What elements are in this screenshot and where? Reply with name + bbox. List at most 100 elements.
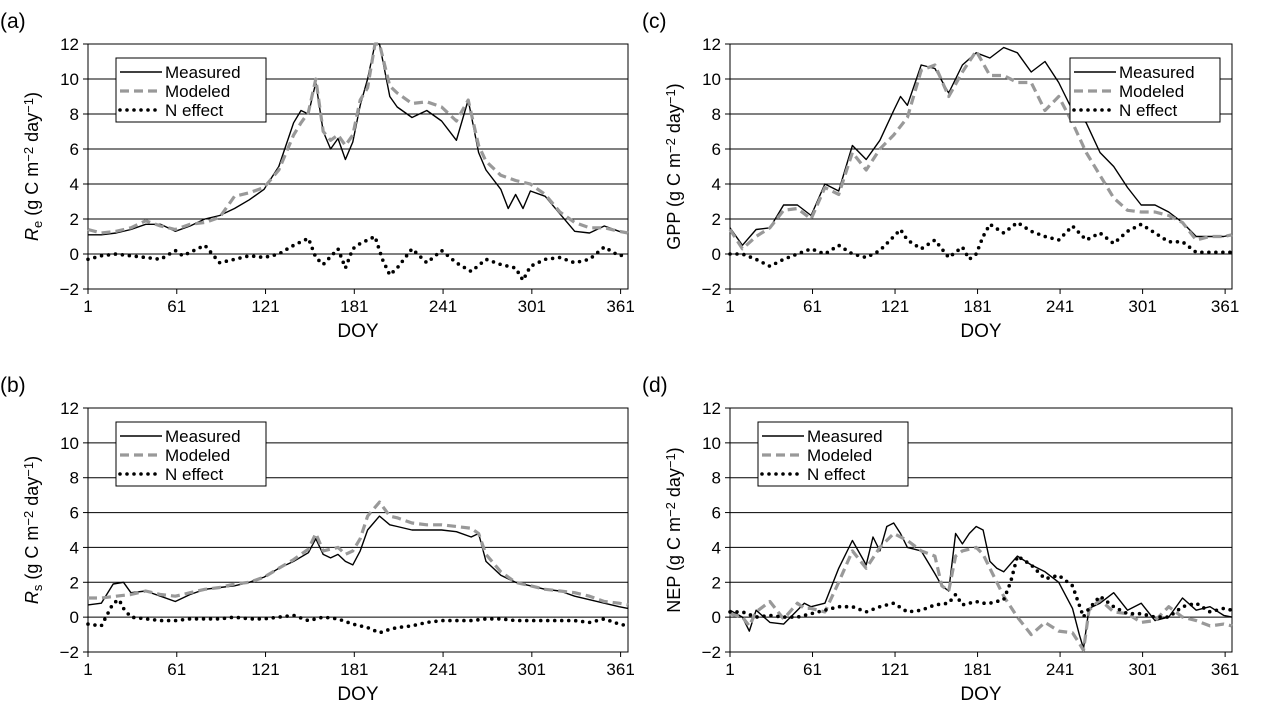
legend-label: Modeled bbox=[1119, 82, 1184, 101]
y-tick-label: 12 bbox=[702, 399, 721, 418]
series-line-n-effect bbox=[86, 234, 630, 283]
x-tick-label: 361 bbox=[1211, 660, 1239, 679]
y-tick-label: 0 bbox=[70, 245, 79, 264]
x-tick-label: 61 bbox=[167, 660, 186, 679]
series-line-n-effect bbox=[728, 220, 1234, 269]
y-axis-title: Re (g C m−2 day−1) bbox=[21, 92, 45, 241]
y-axis-unit: ) bbox=[664, 447, 684, 453]
y-axis-unit: ) bbox=[22, 456, 42, 462]
series-line-measured bbox=[88, 43, 629, 236]
x-axis-title: DOY bbox=[960, 321, 1002, 342]
legend-label: N effect bbox=[807, 465, 866, 484]
plot-frame bbox=[87, 43, 629, 290]
x-tick-label: 241 bbox=[429, 660, 457, 679]
y-tick-label: −2 bbox=[60, 280, 79, 299]
y-axis-unit: (g C m bbox=[22, 526, 42, 585]
y-tick-label: 6 bbox=[70, 504, 79, 523]
x-tick-label: 361 bbox=[1211, 297, 1239, 316]
y-tick-label: 4 bbox=[712, 538, 721, 557]
legend-label: Modeled bbox=[165, 82, 230, 101]
legend-label: Measured bbox=[165, 427, 241, 446]
y-axis-superscript: −1 bbox=[21, 462, 36, 477]
series-line-n-effect bbox=[86, 597, 630, 635]
y-axis-title: NEP (g C m−2 day−1) bbox=[663, 447, 684, 612]
y-axis-title: GPP (g C m−2 day−1) bbox=[663, 83, 684, 249]
y-axis-symbol: NEP bbox=[664, 576, 684, 613]
series-line-n-effect bbox=[728, 554, 1234, 619]
y-axis-subscript: e bbox=[30, 221, 45, 228]
y-tick-label: 12 bbox=[60, 399, 79, 418]
x-tick-label: 1 bbox=[725, 297, 734, 316]
x-axis-title: DOY bbox=[960, 684, 1002, 705]
y-tick-label: 6 bbox=[712, 504, 721, 523]
y-tick-label: 0 bbox=[712, 608, 721, 627]
y-tick-label: −2 bbox=[702, 643, 721, 662]
x-tick-label: 361 bbox=[606, 297, 634, 316]
x-axis-title: DOY bbox=[337, 321, 379, 342]
legend-label: Modeled bbox=[807, 446, 872, 465]
y-axis-superscript: −2 bbox=[21, 511, 36, 526]
y-axis-superscript: −1 bbox=[663, 89, 678, 104]
x-tick-label: 181 bbox=[340, 297, 368, 316]
panel-label: (a) bbox=[0, 10, 26, 33]
plot-frame bbox=[87, 407, 629, 653]
x-tick-label: 181 bbox=[963, 660, 991, 679]
x-tick-label: 1 bbox=[83, 297, 92, 316]
panel-label: (d) bbox=[642, 374, 668, 397]
y-tick-label: 2 bbox=[712, 573, 721, 592]
x-tick-label: 301 bbox=[518, 297, 546, 316]
y-tick-label: 8 bbox=[712, 105, 721, 124]
legend-label: N effect bbox=[165, 101, 224, 120]
y-tick-label: 10 bbox=[702, 434, 721, 453]
y-axis-unit: ) bbox=[22, 92, 42, 98]
x-tick-label: 301 bbox=[1128, 660, 1156, 679]
y-tick-label: 12 bbox=[60, 35, 79, 54]
y-axis-unit: day bbox=[22, 113, 42, 147]
y-tick-label: 6 bbox=[70, 140, 79, 159]
y-axis-title: Rs (g C m−2 day−1) bbox=[21, 456, 45, 604]
y-tick-label: 12 bbox=[702, 35, 721, 54]
panel-label: (b) bbox=[0, 374, 26, 397]
series-line-modeled bbox=[87, 42, 629, 235]
legend-label: Measured bbox=[1119, 63, 1195, 82]
y-axis-superscript: −2 bbox=[663, 502, 678, 517]
y-tick-label: 10 bbox=[702, 70, 721, 89]
y-tick-label: 4 bbox=[70, 175, 79, 194]
x-tick-label: 241 bbox=[1046, 660, 1074, 679]
plot-frame bbox=[729, 43, 1233, 290]
y-axis-symbol: R bbox=[22, 228, 42, 241]
y-tick-label: 10 bbox=[60, 434, 79, 453]
x-tick-label: 61 bbox=[167, 297, 186, 316]
y-axis-unit: (g C m bbox=[22, 162, 42, 221]
y-axis-unit: day bbox=[664, 104, 684, 138]
legend-label: N effect bbox=[1119, 101, 1178, 120]
y-tick-label: 8 bbox=[712, 469, 721, 488]
legend-label: Measured bbox=[165, 63, 241, 82]
y-axis-unit: ) bbox=[664, 83, 684, 89]
y-tick-label: 8 bbox=[70, 105, 79, 124]
y-tick-label: 0 bbox=[70, 608, 79, 627]
x-tick-label: 61 bbox=[803, 660, 822, 679]
y-axis-unit: day bbox=[664, 468, 684, 502]
x-tick-label: 121 bbox=[251, 297, 279, 316]
x-tick-label: 121 bbox=[881, 660, 909, 679]
x-tick-label: 121 bbox=[881, 297, 909, 316]
y-axis-superscript: −1 bbox=[21, 98, 36, 113]
y-tick-label: 2 bbox=[70, 573, 79, 592]
x-tick-label: 181 bbox=[340, 660, 368, 679]
y-axis-superscript: −2 bbox=[21, 147, 36, 162]
series-line-measured bbox=[729, 46, 1233, 247]
y-tick-label: 2 bbox=[70, 210, 79, 229]
series-line-modeled bbox=[729, 531, 1233, 652]
x-tick-label: 61 bbox=[803, 297, 822, 316]
y-axis-subscript: s bbox=[30, 584, 45, 591]
y-tick-label: −2 bbox=[60, 643, 79, 662]
y-tick-label: 0 bbox=[712, 245, 721, 264]
x-tick-label: 361 bbox=[606, 660, 634, 679]
y-axis-unit: day bbox=[22, 477, 42, 511]
